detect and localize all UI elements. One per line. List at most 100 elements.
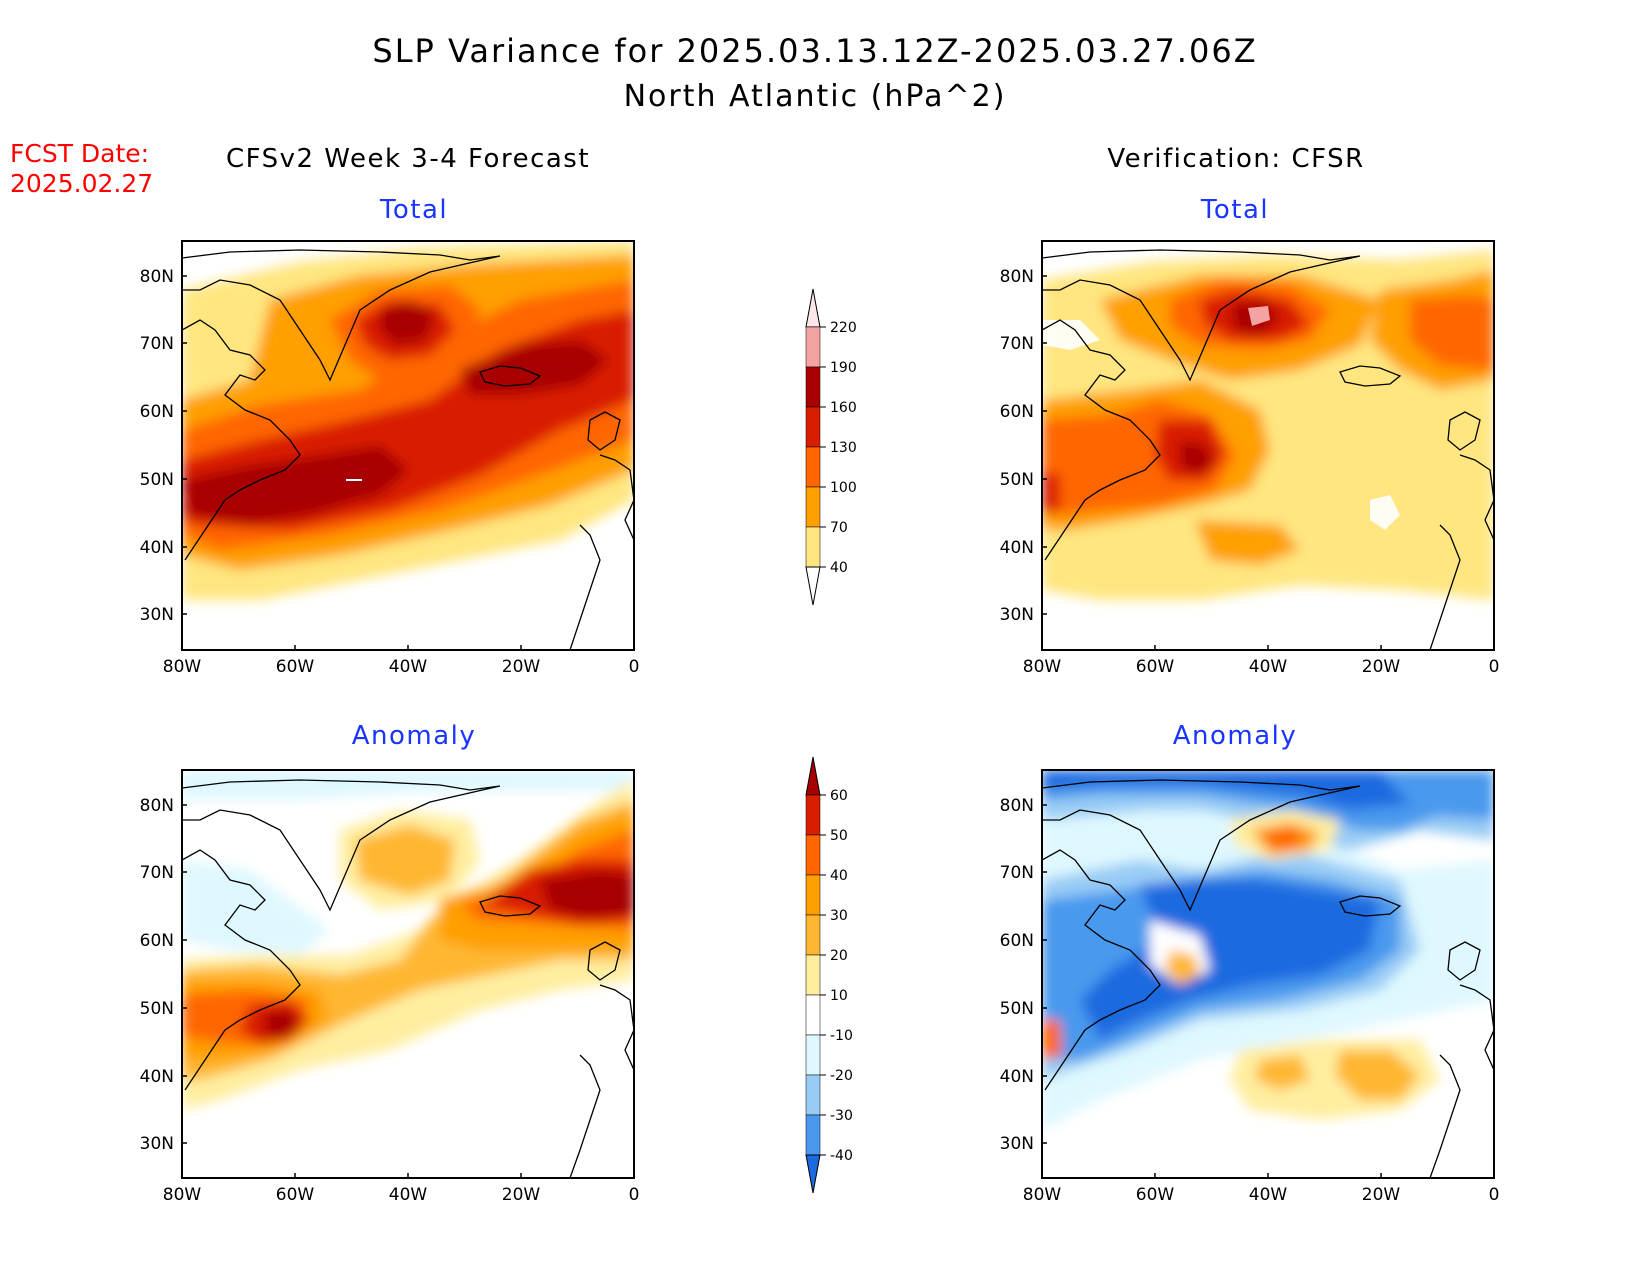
lon-tick-label: 60W: [1136, 1185, 1175, 1205]
coastline-outline: [182, 249, 634, 650]
colorbar-segment: [805, 874, 821, 916]
colorbar-segment: [805, 326, 821, 368]
lon-tick-label: 20W: [502, 1185, 541, 1205]
lat-tick-label: 70N: [140, 863, 174, 883]
colorbar-segment: [805, 954, 821, 996]
lat-tick-label: 30N: [140, 1134, 174, 1154]
lon-tick-label: 20W: [502, 657, 541, 677]
lon-tick-label: 0: [1489, 657, 1500, 677]
lat-tick-label: 60N: [1000, 931, 1034, 951]
column-title-forecast: CFSv2 Week 3-4 Forecast: [226, 144, 590, 174]
colorbar-segment: [805, 1074, 821, 1116]
fcst-date-label: FCST Date:: [10, 139, 149, 168]
map-panel-verification-total: [1042, 241, 1494, 650]
colorbar-segment: [805, 406, 821, 448]
colorbar-extend-bottom: [805, 1154, 821, 1194]
lat-tick-label: 50N: [1000, 999, 1034, 1019]
lat-tick-label: 60N: [140, 402, 174, 422]
colorbar-label: -10: [830, 1028, 853, 1044]
lat-tick-label: 30N: [1000, 1134, 1034, 1154]
lon-tick-label: 40W: [1249, 1185, 1288, 1205]
colorbar-segment: [805, 446, 821, 488]
colorbar-label: -30: [830, 1108, 853, 1124]
lon-tick-label: 60W: [1136, 657, 1175, 677]
colorbar-segment: [805, 994, 821, 1036]
colorbar-label: 50: [830, 828, 848, 844]
lat-tick-label: 40N: [1000, 1067, 1034, 1087]
colorbar-segment: [805, 366, 821, 408]
colorbar-extend-top: [805, 288, 821, 328]
lat-tick-label: 80N: [140, 796, 174, 816]
coastline-outline: [1042, 779, 1494, 1178]
lat-tick-label: 50N: [140, 470, 174, 490]
colorbar-segment: [805, 1034, 821, 1076]
colorbar-label: 220: [830, 320, 857, 336]
axis-tick-labels: 80N 70N 60N 50N 40N 30N 80W 60W 40W 20W 0 80N 70N 60N…: [140, 267, 1500, 1205]
colorbar-segment: [805, 1114, 821, 1156]
lat-tick-label: 30N: [1000, 605, 1034, 625]
colorbar-segment: [805, 834, 821, 876]
colorbar-total: 220 190 160 130 100 70 40: [805, 288, 857, 606]
colorbar-segment: [805, 794, 821, 836]
lat-tick-label: 70N: [1000, 334, 1034, 354]
main-title-line2: North Atlantic (hPa^2): [624, 79, 1007, 114]
colorbar-label: -20: [830, 1068, 853, 1084]
lat-tick-label: 50N: [140, 999, 174, 1019]
panel-title-forecast-total: Total: [379, 195, 448, 225]
colorbar-label: -40: [830, 1148, 853, 1164]
colorbar-label: 70: [830, 520, 848, 536]
lon-tick-label: 0: [629, 1185, 640, 1205]
lat-tick-label: 30N: [140, 605, 174, 625]
colorbar-extend-top: [805, 756, 821, 796]
lat-tick-label: 40N: [140, 1067, 174, 1087]
colorbar-segment: [805, 486, 821, 528]
main-title-line1: SLP Variance for 2025.03.13.12Z-2025.03.…: [372, 32, 1257, 70]
panel-title-verification-anomaly: Anomaly: [1173, 721, 1298, 751]
colorbar-label: 100: [830, 480, 857, 496]
colorbar-label: 30: [830, 908, 848, 924]
lon-tick-label: 0: [629, 657, 640, 677]
colorbar-label: 130: [830, 440, 857, 456]
panel-title-forecast-anomaly: Anomaly: [352, 721, 477, 751]
colorbar-label: 160: [830, 400, 857, 416]
lon-tick-label: 80W: [163, 657, 202, 677]
lat-tick-label: 70N: [140, 334, 174, 354]
lat-tick-label: 80N: [140, 267, 174, 287]
lon-tick-label: 80W: [1023, 657, 1062, 677]
map-panel-forecast-anomaly: [182, 770, 634, 1178]
colorbar-segment: [805, 914, 821, 956]
lon-tick-label: 80W: [1023, 1185, 1062, 1205]
lat-tick-label: 60N: [1000, 402, 1034, 422]
colorbar-label: 10: [830, 988, 848, 1004]
column-title-verification: Verification: CFSR: [1107, 144, 1364, 174]
lat-tick-label: 40N: [140, 538, 174, 558]
map-panel-forecast-total: [182, 241, 634, 650]
lon-tick-label: 80W: [163, 1185, 202, 1205]
lat-tick-label: 70N: [1000, 863, 1034, 883]
lon-tick-label: 40W: [389, 1185, 428, 1205]
colorbar-label: 40: [830, 868, 848, 884]
lon-tick-label: 60W: [276, 657, 315, 677]
coastline-outline: [1042, 249, 1494, 650]
coastline-outline: [182, 779, 634, 1178]
lat-tick-label: 60N: [140, 931, 174, 951]
fcst-date-value: 2025.02.27: [10, 169, 153, 198]
panel-title-verification-total: Total: [1200, 195, 1269, 225]
colorbar-segment: [805, 526, 821, 568]
colorbar-label: 40: [830, 560, 848, 576]
colorbar-label: 60: [830, 788, 848, 804]
lon-tick-label: 20W: [1362, 1185, 1401, 1205]
lon-tick-label: 20W: [1362, 657, 1401, 677]
colorbar-extend-bottom: [805, 566, 821, 606]
colorbar-label: 190: [830, 360, 857, 376]
colorbar-label: 20: [830, 948, 848, 964]
lon-tick-label: 40W: [1249, 657, 1288, 677]
lat-tick-label: 40N: [1000, 538, 1034, 558]
colorbar-anomaly: 60 50 40 30 20 10 -10 -20 -30 -40: [805, 756, 853, 1194]
lon-tick-label: 40W: [389, 657, 428, 677]
lat-tick-label: 80N: [1000, 796, 1034, 816]
map-panel-verification-anomaly: [1042, 770, 1494, 1178]
lon-tick-label: 60W: [276, 1185, 315, 1205]
lat-tick-label: 80N: [1000, 267, 1034, 287]
